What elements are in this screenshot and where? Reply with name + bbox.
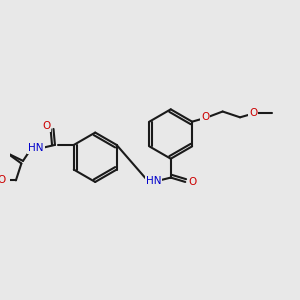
Text: O: O bbox=[188, 177, 196, 187]
Text: O: O bbox=[249, 108, 257, 118]
Text: O: O bbox=[42, 121, 50, 131]
Text: HN: HN bbox=[146, 176, 161, 185]
Text: O: O bbox=[0, 176, 6, 185]
Text: HN: HN bbox=[28, 143, 44, 153]
Text: O: O bbox=[201, 112, 209, 122]
